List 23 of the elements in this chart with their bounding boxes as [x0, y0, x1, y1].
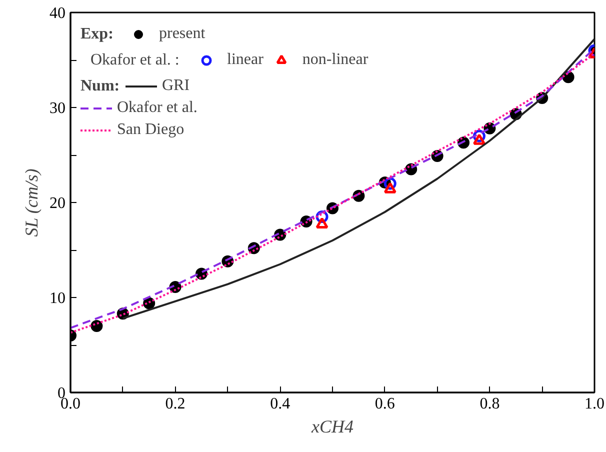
annotation: Exp: — [80, 26, 114, 42]
y-tick-label: 20 — [50, 195, 66, 212]
legend-label: Okafor et al. — [117, 98, 198, 118]
y-axis-title: SL (cm/s) — [22, 168, 42, 237]
annotation: Num: — [80, 78, 120, 94]
annotation: Okafor et al. : — [90, 52, 180, 68]
legend-label: GRI — [162, 76, 190, 96]
point — [472, 134, 486, 145]
x-axis-title: xCH4 — [310, 416, 354, 436]
y-tick-label: 30 — [50, 100, 66, 117]
x-tick-label: 0.6 — [374, 396, 395, 412]
legend-label: present — [159, 24, 206, 44]
point — [384, 182, 396, 194]
x-tick-label: 1.0 — [584, 396, 604, 412]
x-tick-label: 0.2 — [165, 396, 186, 412]
y-tick-label: 10 — [50, 290, 66, 307]
x-tick-label: 0.8 — [480, 396, 500, 412]
x-tick-label: 0.4 — [270, 396, 290, 412]
legend-label: linear — [227, 50, 264, 70]
point — [90, 320, 103, 332]
y-tick-label: 40 — [50, 5, 66, 22]
legend-label: San Diego — [117, 120, 184, 140]
legend-label: non-linear — [302, 50, 368, 70]
